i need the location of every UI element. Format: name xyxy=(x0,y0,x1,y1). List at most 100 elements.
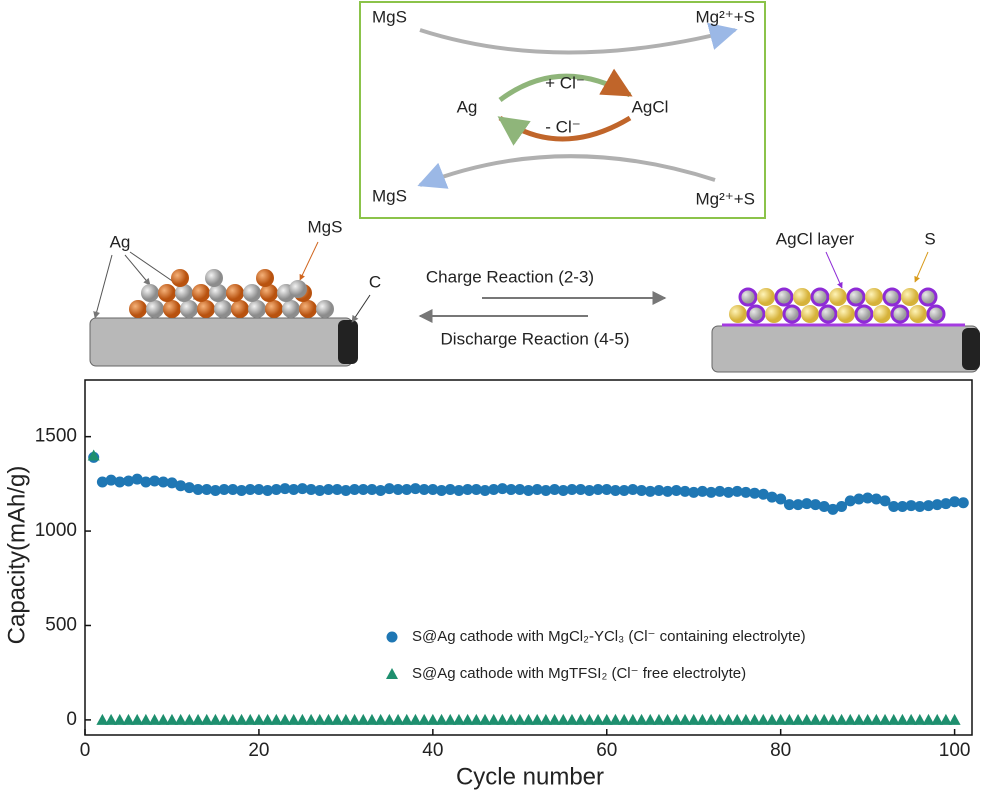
marker xyxy=(235,713,248,725)
marker xyxy=(305,484,317,496)
reaction-arrows: Charge Reaction (2-3) Discharge Reaction… xyxy=(418,267,667,348)
marker xyxy=(479,484,491,496)
marker xyxy=(940,498,952,510)
particle xyxy=(818,304,838,324)
marker xyxy=(523,484,534,496)
marker xyxy=(131,473,143,485)
marker xyxy=(827,503,839,515)
marker xyxy=(426,713,439,725)
marker xyxy=(122,713,135,725)
marker xyxy=(244,713,257,725)
marker xyxy=(157,713,170,725)
marker xyxy=(557,713,570,725)
electrode-right: AgCl layer S xyxy=(711,229,980,373)
marker xyxy=(888,501,900,513)
marker xyxy=(261,713,274,725)
particle xyxy=(205,269,223,287)
marker xyxy=(470,713,483,725)
marker xyxy=(139,713,152,725)
marker xyxy=(539,713,552,725)
marker xyxy=(592,484,604,496)
marker xyxy=(479,713,492,725)
marker xyxy=(931,499,943,511)
marker xyxy=(279,713,292,725)
marker xyxy=(652,713,665,725)
marker xyxy=(435,713,448,725)
particle xyxy=(256,269,274,287)
marker xyxy=(749,487,761,499)
particle xyxy=(129,300,147,318)
marker xyxy=(670,713,683,725)
marker xyxy=(366,484,378,496)
particle xyxy=(854,304,874,324)
marker xyxy=(635,713,648,725)
marker xyxy=(157,476,169,488)
marker xyxy=(844,713,857,725)
marker xyxy=(618,484,630,496)
marker xyxy=(322,713,335,725)
marker xyxy=(365,713,378,725)
particle xyxy=(260,284,278,302)
particle xyxy=(782,304,802,324)
marker xyxy=(662,485,674,497)
marker xyxy=(679,713,692,725)
marker xyxy=(331,484,343,496)
marker xyxy=(957,497,969,509)
marker xyxy=(314,484,326,496)
marker xyxy=(705,486,717,498)
marker xyxy=(583,484,595,496)
marker xyxy=(757,488,769,500)
x-tick-label: 20 xyxy=(248,740,269,761)
marker xyxy=(818,501,830,513)
marker xyxy=(661,713,674,725)
marker xyxy=(627,484,639,496)
marker xyxy=(949,496,961,508)
marker xyxy=(400,713,413,725)
marker xyxy=(105,474,117,486)
marker xyxy=(792,499,804,511)
marker xyxy=(531,484,543,496)
marker xyxy=(339,713,352,725)
marker xyxy=(462,484,474,496)
y-tick-label: 1000 xyxy=(35,520,77,541)
legend-label: S@Ag cathode with MgCl₂-YCl₃ (Cl⁻ contai… xyxy=(412,628,806,645)
particle xyxy=(810,287,830,307)
particle xyxy=(801,305,819,323)
label: Charge Reaction (2-3) xyxy=(426,267,594,286)
y-tick-label: 1500 xyxy=(35,426,77,447)
particle xyxy=(197,300,215,318)
marker xyxy=(557,484,569,496)
marker xyxy=(809,499,821,511)
particle xyxy=(171,269,189,287)
marker xyxy=(270,484,282,496)
marker xyxy=(331,713,344,725)
particle xyxy=(282,300,300,318)
marker xyxy=(549,484,561,496)
marker xyxy=(296,483,308,495)
marker xyxy=(879,495,891,507)
particle xyxy=(746,304,766,324)
label: Mg²⁺+S xyxy=(695,7,755,26)
particle xyxy=(299,300,317,318)
marker xyxy=(714,485,726,497)
marker xyxy=(192,713,205,725)
marker xyxy=(452,713,465,725)
marker xyxy=(879,713,892,725)
marker xyxy=(488,484,500,496)
marker xyxy=(809,713,822,725)
marker xyxy=(96,476,108,488)
marker xyxy=(653,484,665,496)
label: AgCl xyxy=(632,97,669,116)
marker xyxy=(505,484,517,496)
marker xyxy=(783,499,795,511)
marker xyxy=(818,713,831,725)
particle xyxy=(265,300,283,318)
marker xyxy=(948,713,961,725)
marker xyxy=(505,713,518,725)
particle xyxy=(909,305,927,323)
marker xyxy=(540,484,552,496)
marker xyxy=(696,485,708,497)
marker xyxy=(349,484,361,496)
marker xyxy=(149,475,161,487)
marker xyxy=(418,713,431,725)
